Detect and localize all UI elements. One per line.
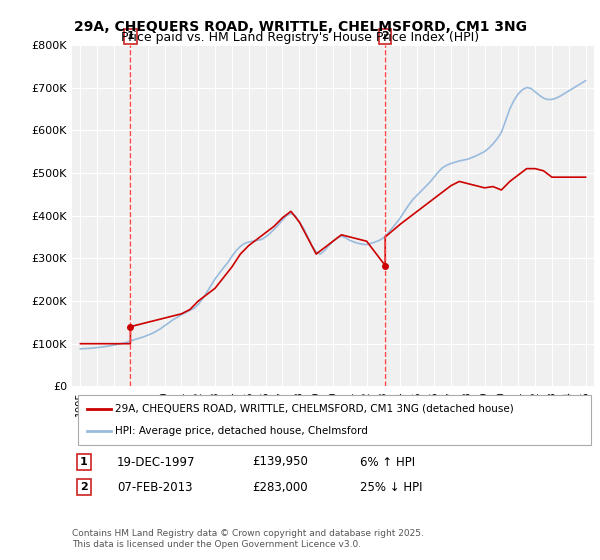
- Text: 1: 1: [80, 457, 88, 467]
- Text: 07-FEB-2013: 07-FEB-2013: [117, 480, 193, 494]
- Text: 29A, CHEQUERS ROAD, WRITTLE, CHELMSFORD, CM1 3NG (detached house): 29A, CHEQUERS ROAD, WRITTLE, CHELMSFORD,…: [115, 404, 514, 414]
- Text: 19-DEC-1997: 19-DEC-1997: [117, 455, 196, 469]
- Text: HPI: Average price, detached house, Chelmsford: HPI: Average price, detached house, Chel…: [115, 426, 368, 436]
- Text: 1: 1: [127, 31, 134, 41]
- Text: 2: 2: [80, 482, 88, 492]
- Text: Contains HM Land Registry data © Crown copyright and database right 2025.
This d: Contains HM Land Registry data © Crown c…: [72, 529, 424, 549]
- Text: £139,950: £139,950: [252, 455, 308, 469]
- Text: 2: 2: [382, 31, 389, 41]
- Text: Price paid vs. HM Land Registry's House Price Index (HPI): Price paid vs. HM Land Registry's House …: [121, 31, 479, 44]
- Text: 29A, CHEQUERS ROAD, WRITTLE, CHELMSFORD, CM1 3NG: 29A, CHEQUERS ROAD, WRITTLE, CHELMSFORD,…: [74, 20, 527, 34]
- Text: 6% ↑ HPI: 6% ↑ HPI: [360, 455, 415, 469]
- Text: 25% ↓ HPI: 25% ↓ HPI: [360, 480, 422, 494]
- Text: £283,000: £283,000: [252, 480, 308, 494]
